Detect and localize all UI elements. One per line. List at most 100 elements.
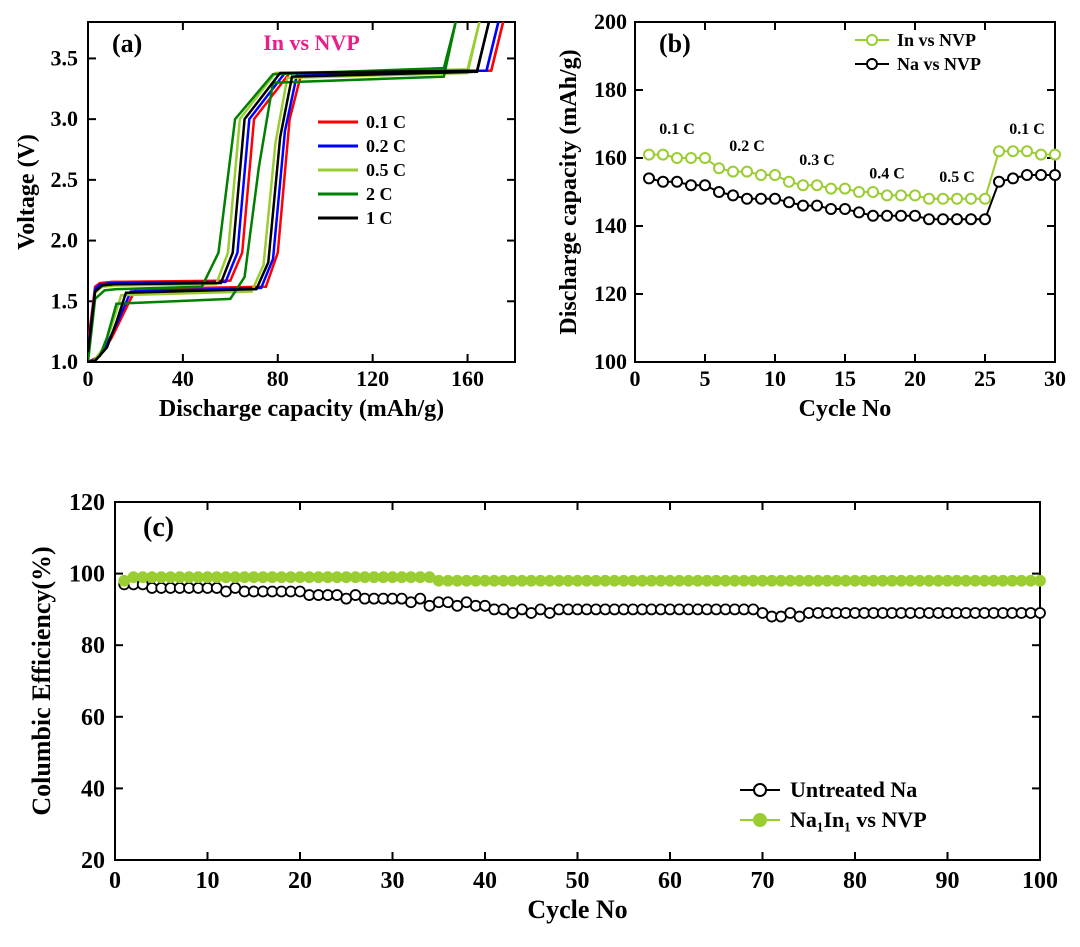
data-point xyxy=(1008,173,1018,183)
xtick-label: 60 xyxy=(658,868,682,894)
data-point xyxy=(700,153,710,163)
rate-label: 0.3 C xyxy=(799,152,835,169)
xtick-label: 5 xyxy=(700,366,711,391)
panel-tag: (c) xyxy=(143,512,174,543)
xtick-label: 0 xyxy=(630,366,641,391)
data-point xyxy=(1035,608,1045,618)
data-point xyxy=(840,204,850,214)
data-point xyxy=(644,150,654,160)
data-point xyxy=(1022,146,1032,156)
data-point xyxy=(868,211,878,221)
legend-label: 0.5 C xyxy=(366,160,406,180)
data-point xyxy=(756,170,766,180)
legend-label: 1 C xyxy=(366,208,393,228)
data-point xyxy=(938,194,948,204)
panel-a: 040801201601.01.52.02.53.03.5Discharge c… xyxy=(10,10,530,430)
data-point xyxy=(1008,146,1018,156)
xtick-label: 160 xyxy=(451,366,484,391)
data-point xyxy=(938,214,948,224)
data-point xyxy=(770,194,780,204)
data-point xyxy=(1036,150,1046,160)
xtick-label: 120 xyxy=(356,366,389,391)
data-point xyxy=(882,190,892,200)
legend-label: 0.2 C xyxy=(366,136,406,156)
ytick-label: 120 xyxy=(594,281,627,306)
data-point xyxy=(812,201,822,211)
data-point xyxy=(854,187,864,197)
data-point xyxy=(966,214,976,224)
ytick-label: 80 xyxy=(81,633,105,659)
ytick-label: 100 xyxy=(594,349,627,374)
data-point xyxy=(644,173,654,183)
ytick-label: 60 xyxy=(81,705,105,731)
ylabel: Columbic Efficiency(%) xyxy=(27,546,56,815)
ytick-label: 3.0 xyxy=(51,106,79,131)
legend-label: Na₁In₁ vs NVP xyxy=(790,807,927,832)
data-point xyxy=(728,167,738,177)
rate-label: 0.1 C xyxy=(659,121,695,138)
xtick-label: 30 xyxy=(1044,366,1066,391)
data-point xyxy=(658,177,668,187)
rate-label: 0.5 C xyxy=(939,169,975,186)
xtick-label: 20 xyxy=(288,868,312,894)
data-point xyxy=(952,194,962,204)
panel-tag: (b) xyxy=(659,29,691,58)
data-point xyxy=(868,187,878,197)
data-point xyxy=(742,167,752,177)
ytick-label: 20 xyxy=(81,848,105,874)
xtick-label: 0 xyxy=(109,868,121,894)
panel-title: In vs NVP xyxy=(263,30,360,55)
xtick-label: 100 xyxy=(1022,868,1058,894)
ylabel: Voltage (V) xyxy=(14,134,40,250)
data-point xyxy=(896,211,906,221)
data-point xyxy=(1035,576,1045,586)
data-point xyxy=(910,190,920,200)
data-point xyxy=(1050,150,1060,160)
legend-label: 2 C xyxy=(366,184,393,204)
panel-c: 010203040506070809010020406080100120Cycl… xyxy=(20,490,1060,930)
data-point xyxy=(854,207,864,217)
rate-label: 0.1 C xyxy=(1009,121,1045,138)
data-point xyxy=(770,170,780,180)
data-point xyxy=(714,187,724,197)
data-point xyxy=(994,146,1004,156)
data-point xyxy=(1022,170,1032,180)
data-point xyxy=(826,184,836,194)
xtick-label: 15 xyxy=(834,366,856,391)
ytick-label: 2.0 xyxy=(51,228,79,253)
data-point xyxy=(742,194,752,204)
data-point xyxy=(1050,170,1060,180)
data-point xyxy=(728,190,738,200)
data-point xyxy=(700,180,710,190)
ytick-label: 1.0 xyxy=(51,349,79,374)
data-point xyxy=(784,197,794,207)
data-point xyxy=(980,194,990,204)
ytick-label: 2.5 xyxy=(51,167,79,192)
xtick-label: 10 xyxy=(196,868,220,894)
ytick-label: 140 xyxy=(594,213,627,238)
data-point xyxy=(896,190,906,200)
xtick-label: 40 xyxy=(473,868,497,894)
legend-label: Untreated Na xyxy=(790,777,917,802)
xlabel: Cycle No xyxy=(799,396,892,422)
data-point xyxy=(966,194,976,204)
data-point xyxy=(798,180,808,190)
data-point xyxy=(756,194,766,204)
data-point xyxy=(980,214,990,224)
xlabel: Discharge capacity (mAh/g) xyxy=(159,396,444,422)
xtick-label: 90 xyxy=(936,868,960,894)
xtick-label: 30 xyxy=(381,868,405,894)
data-point xyxy=(812,180,822,190)
xlabel: Cycle No xyxy=(527,895,627,924)
xtick-label: 70 xyxy=(751,868,775,894)
data-point xyxy=(882,211,892,221)
data-point xyxy=(840,184,850,194)
xtick-label: 10 xyxy=(764,366,786,391)
legend-label: 0.1 C xyxy=(366,112,406,132)
data-point xyxy=(672,153,682,163)
rate-label: 0.2 C xyxy=(729,138,765,155)
xtick-label: 50 xyxy=(566,868,590,894)
data-point xyxy=(784,177,794,187)
rate-label: 0.4 C xyxy=(869,165,905,182)
legend-label: Na vs NVP xyxy=(897,54,981,74)
